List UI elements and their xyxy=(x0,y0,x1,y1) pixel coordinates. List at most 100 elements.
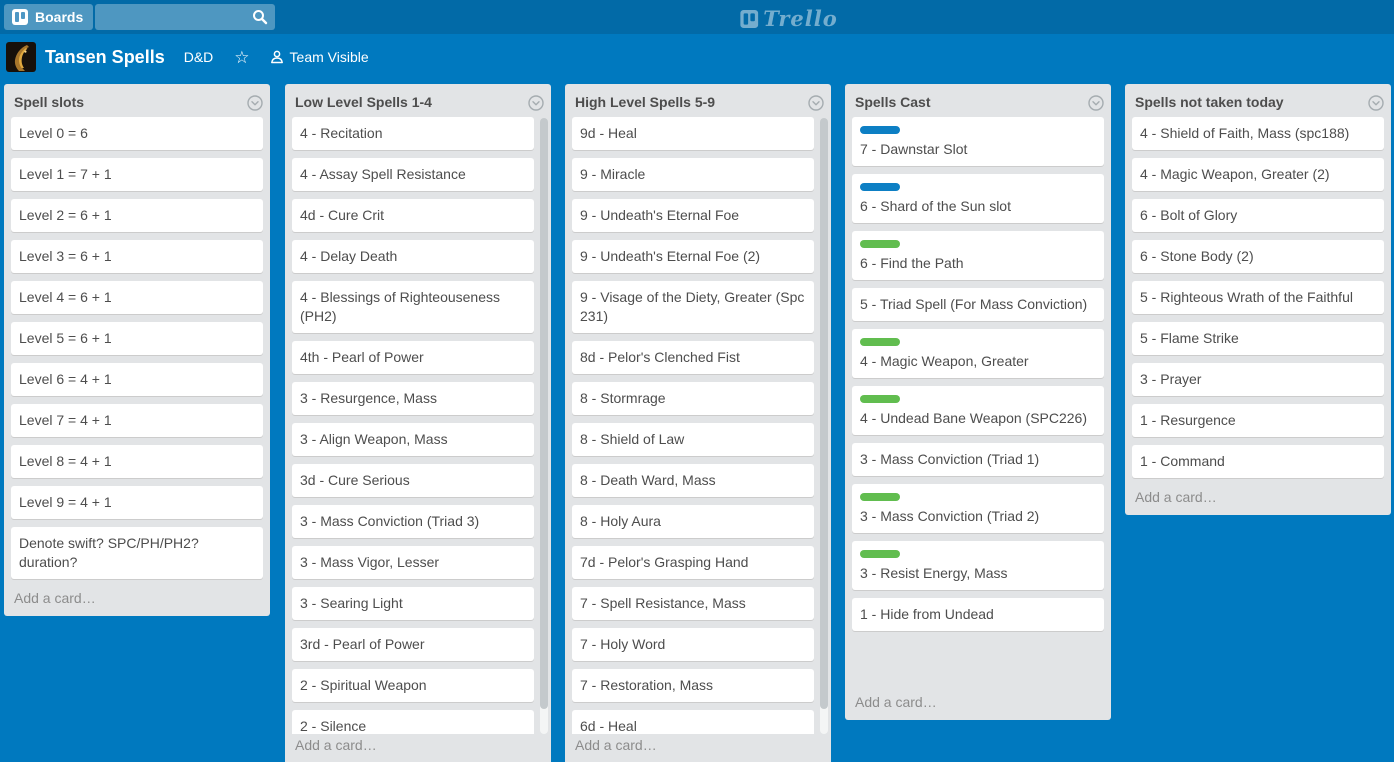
card[interactable]: Level 7 = 4 + 1 xyxy=(11,404,263,437)
card[interactable]: Denote swift? SPC/PH/PH2? duration? xyxy=(11,527,263,579)
card[interactable]: 9 - Undeath's Eternal Foe xyxy=(572,199,814,232)
card[interactable]: 4th - Pearl of Power xyxy=(292,341,534,374)
boards-button[interactable]: Boards xyxy=(4,4,94,30)
card[interactable]: 7 - Dawnstar Slot xyxy=(852,117,1104,166)
card[interactable]: 3 - Mass Vigor, Lesser xyxy=(292,546,534,579)
card[interactable]: 9 - Miracle xyxy=(572,158,814,191)
card[interactable]: Level 4 = 6 + 1 xyxy=(11,281,263,314)
card[interactable]: 6 - Shard of the Sun slot xyxy=(852,174,1104,223)
card[interactable]: Level 2 = 6 + 1 xyxy=(11,199,263,232)
list-header: Spells Cast xyxy=(845,84,1111,117)
card[interactable]: 2 - Silence xyxy=(292,710,534,734)
card[interactable]: 4 - Delay Death xyxy=(292,240,534,273)
card[interactable]: 7 - Spell Resistance, Mass xyxy=(572,587,814,620)
card[interactable]: 3 - Searing Light xyxy=(292,587,534,620)
card[interactable]: 3rd - Pearl of Power xyxy=(292,628,534,661)
trello-logo[interactable]: Trello xyxy=(740,6,838,31)
card[interactable]: 5 - Righteous Wrath of the Faithful xyxy=(1132,281,1384,314)
card[interactable]: 3 - Prayer xyxy=(1132,363,1384,396)
card-title: 7d - Pelor's Grasping Hand xyxy=(580,554,749,570)
card[interactable]: 2 - Spiritual Weapon xyxy=(292,669,534,702)
list-menu-icon[interactable] xyxy=(1088,95,1104,111)
card[interactable]: 4 - Magic Weapon, Greater xyxy=(852,329,1104,378)
card[interactable]: 9 - Undeath's Eternal Foe (2) xyxy=(572,240,814,273)
card[interactable]: 4 - Shield of Faith, Mass (spc188) xyxy=(1132,117,1384,150)
card[interactable]: 3d - Cure Serious xyxy=(292,464,534,497)
card[interactable]: Level 9 = 4 + 1 xyxy=(11,486,263,519)
card[interactable]: 7 - Holy Word xyxy=(572,628,814,661)
card-title: 9 - Undeath's Eternal Foe (2) xyxy=(580,248,761,264)
card[interactable]: 6 - Stone Body (2) xyxy=(1132,240,1384,273)
card[interactable]: 3 - Resist Energy, Mass xyxy=(852,541,1104,590)
card[interactable]: 4 - Undead Bane Weapon (SPC226) xyxy=(852,386,1104,435)
card[interactable]: 4 - Blessings of Righteouseness (PH2) xyxy=(292,281,534,333)
card-title: 2 - Spiritual Weapon xyxy=(300,677,427,693)
list-title[interactable]: High Level Spells 5-9 xyxy=(575,94,716,110)
card[interactable]: 8d - Pelor's Clenched Fist xyxy=(572,341,814,374)
card[interactable]: 4 - Recitation xyxy=(292,117,534,150)
card[interactable]: 3 - Resurgence, Mass xyxy=(292,382,534,415)
card[interactable]: 5 - Flame Strike xyxy=(1132,322,1384,355)
list-menu-icon[interactable] xyxy=(528,95,544,111)
card[interactable]: 4 - Assay Spell Resistance xyxy=(292,158,534,191)
card[interactable]: 6d - Heal xyxy=(572,710,814,734)
list-title[interactable]: Spells not taken today xyxy=(1135,94,1284,110)
search-icon[interactable] xyxy=(252,9,268,25)
card-label-blue xyxy=(860,126,900,134)
card[interactable]: 8 - Holy Aura xyxy=(572,505,814,538)
list-title[interactable]: Spells Cast xyxy=(855,94,931,110)
list-menu-icon[interactable] xyxy=(808,95,824,111)
card-title: 5 - Righteous Wrath of the Faithful xyxy=(1140,289,1353,305)
card[interactable]: 9 - Visage of the Diety, Greater (Spc 23… xyxy=(572,281,814,333)
list-scrollbar-thumb[interactable] xyxy=(540,118,548,710)
board-title[interactable]: Tansen Spells xyxy=(45,46,165,67)
card[interactable]: Level 0 = 6 xyxy=(11,117,263,150)
list-scrollbar xyxy=(540,118,548,734)
add-card-button[interactable]: Add a card… xyxy=(1135,489,1217,505)
visibility-button[interactable]: Team Visible xyxy=(270,49,369,65)
card[interactable]: Level 5 = 6 + 1 xyxy=(11,322,263,355)
add-card-button[interactable]: Add a card… xyxy=(14,590,96,606)
card[interactable]: 9d - Heal xyxy=(572,117,814,150)
list-title[interactable]: Spell slots xyxy=(14,94,85,110)
card[interactable]: 8 - Death Ward, Mass xyxy=(572,464,814,497)
card[interactable]: 5 - Triad Spell (For Mass Conviction) xyxy=(852,288,1104,321)
card[interactable]: 6 - Find the Path xyxy=(852,231,1104,280)
card[interactable]: 4 - Magic Weapon, Greater (2) xyxy=(1132,158,1384,191)
card-title: 5 - Triad Spell (For Mass Conviction) xyxy=(860,296,1088,312)
cards-container: 4 - Shield of Faith, Mass (spc188) 4 - Ma… xyxy=(1125,117,1391,486)
dragon-avatar-image xyxy=(6,42,36,72)
list-scrollbar-thumb[interactable] xyxy=(820,118,828,710)
card-title: 7 - Dawnstar Slot xyxy=(860,141,968,157)
card[interactable]: 1 - Resurgence xyxy=(1132,404,1384,437)
list-scrollbar xyxy=(820,118,828,734)
card[interactable]: Level 8 = 4 + 1 xyxy=(11,445,263,478)
add-card-button[interactable]: Add a card… xyxy=(295,737,377,753)
list-menu-icon[interactable] xyxy=(247,95,263,111)
card[interactable]: Level 6 = 4 + 1 xyxy=(11,363,263,396)
list-title[interactable]: Low Level Spells 1-4 xyxy=(295,94,432,110)
card[interactable]: 3 - Align Weapon, Mass xyxy=(292,423,534,456)
card[interactable]: 8 - Stormrage xyxy=(572,382,814,415)
team-name[interactable]: D&D xyxy=(183,49,214,65)
list-menu-icon[interactable] xyxy=(1368,95,1384,111)
card[interactable]: Level 1 = 7 + 1 xyxy=(11,158,263,191)
card[interactable]: 6 - Bolt of Glory xyxy=(1132,199,1384,232)
card-title: 7 - Holy Word xyxy=(580,636,666,652)
search-input[interactable] xyxy=(95,4,275,30)
add-card-button[interactable]: Add a card… xyxy=(575,737,657,753)
card[interactable]: 8 - Shield of Law xyxy=(572,423,814,456)
star-icon[interactable]: ☆ xyxy=(234,47,250,67)
card[interactable]: 7 - Restoration, Mass xyxy=(572,669,814,702)
card[interactable]: Level 3 = 6 + 1 xyxy=(11,240,263,273)
card[interactable]: 3 - Mass Conviction (Triad 2) xyxy=(852,484,1104,533)
card-title: 9 - Visage of the Diety, Greater (Spc 23… xyxy=(580,289,805,324)
add-card-button[interactable]: Add a card… xyxy=(855,694,937,710)
card[interactable]: 7d - Pelor's Grasping Hand xyxy=(572,546,814,579)
card[interactable]: 4d - Cure Crit xyxy=(292,199,534,232)
card[interactable]: 1 - Hide from Undead xyxy=(852,598,1104,631)
cards-container: Level 0 = 6 Level 1 = 7 + 1 Level 2 = 6 + … xyxy=(4,117,270,587)
card[interactable]: 1 - Command xyxy=(1132,445,1384,478)
card[interactable]: 3 - Mass Conviction (Triad 1) xyxy=(852,443,1104,476)
card[interactable]: 3 - Mass Conviction (Triad 3) xyxy=(292,505,534,538)
